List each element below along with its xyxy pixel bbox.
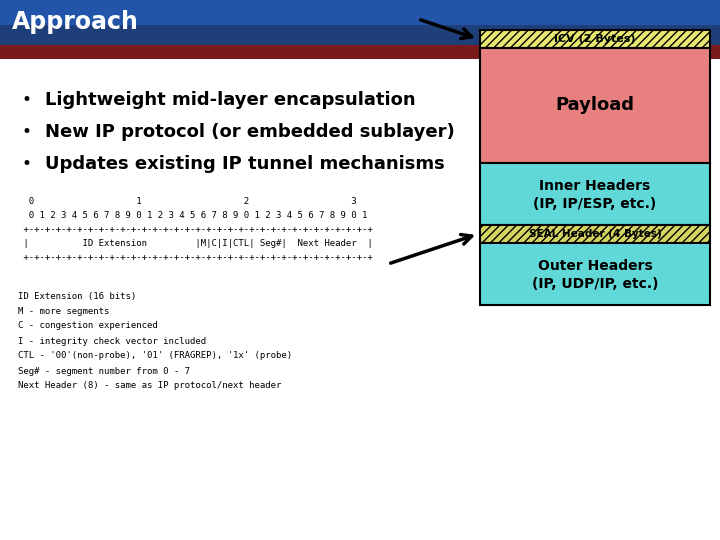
Text: •: • — [22, 155, 32, 173]
Text: M - more segments: M - more segments — [18, 307, 109, 315]
Text: •: • — [22, 123, 32, 141]
Text: ID Extension (16 bits): ID Extension (16 bits) — [18, 292, 136, 300]
Bar — [0, 0, 720, 25]
Text: New IP protocol (or embedded sublayer): New IP protocol (or embedded sublayer) — [45, 123, 455, 141]
Text: C - congestion experienced: C - congestion experienced — [18, 321, 158, 330]
Bar — [0, 45, 720, 59]
Text: (IP, UDP/IP, etc.): (IP, UDP/IP, etc.) — [532, 277, 658, 291]
Bar — [0, 0, 720, 45]
Text: Seg# - segment number from 0 - 7: Seg# - segment number from 0 - 7 — [18, 367, 190, 375]
Bar — [480, 243, 710, 305]
Text: Payload: Payload — [556, 97, 634, 114]
Text: +-+-+-+-+-+-+-+-+-+-+-+-+-+-+-+-+-+-+-+-+-+-+-+-+-+-+-+-+-+-+-+-+: +-+-+-+-+-+-+-+-+-+-+-+-+-+-+-+-+-+-+-+-… — [18, 253, 373, 262]
Text: •: • — [22, 91, 32, 109]
Text: (IP, IP/ESP, etc.): (IP, IP/ESP, etc.) — [534, 197, 657, 211]
Text: Outer Headers: Outer Headers — [538, 259, 652, 273]
Text: 0 1 2 3 4 5 6 7 8 9 0 1 2 3 4 5 6 7 8 9 0 1 2 3 4 5 6 7 8 9 0 1: 0 1 2 3 4 5 6 7 8 9 0 1 2 3 4 5 6 7 8 9 … — [18, 212, 367, 220]
Bar — [480, 48, 710, 163]
Text: 0                   1                   2                   3: 0 1 2 3 — [18, 198, 356, 206]
Bar — [480, 30, 710, 48]
Text: Next Header (8) - same as IP protocol/next header: Next Header (8) - same as IP protocol/ne… — [18, 381, 282, 390]
Text: Approach: Approach — [12, 10, 139, 35]
Text: |          ID Extension         |M|C|I|CTL| Seg#|  Next Header  |: | ID Extension |M|C|I|CTL| Seg#| Next He… — [18, 240, 373, 248]
Text: SEAL Header (4 Bytes): SEAL Header (4 Bytes) — [528, 229, 662, 239]
Bar — [480, 225, 710, 243]
Text: I - integrity check vector included: I - integrity check vector included — [18, 336, 206, 346]
Text: Inner Headers: Inner Headers — [539, 179, 651, 193]
Text: ICV (2 Bytes): ICV (2 Bytes) — [554, 34, 636, 44]
Text: +-+-+-+-+-+-+-+-+-+-+-+-+-+-+-+-+-+-+-+-+-+-+-+-+-+-+-+-+-+-+-+-+: +-+-+-+-+-+-+-+-+-+-+-+-+-+-+-+-+-+-+-+-… — [18, 226, 373, 234]
Text: Updates existing IP tunnel mechanisms: Updates existing IP tunnel mechanisms — [45, 155, 445, 173]
Text: CTL - '00'(non-probe), '01' (FRAGREP), '1x' (probe): CTL - '00'(non-probe), '01' (FRAGREP), '… — [18, 352, 292, 361]
Bar — [480, 163, 710, 225]
Text: Lightweight mid-layer encapsulation: Lightweight mid-layer encapsulation — [45, 91, 415, 109]
